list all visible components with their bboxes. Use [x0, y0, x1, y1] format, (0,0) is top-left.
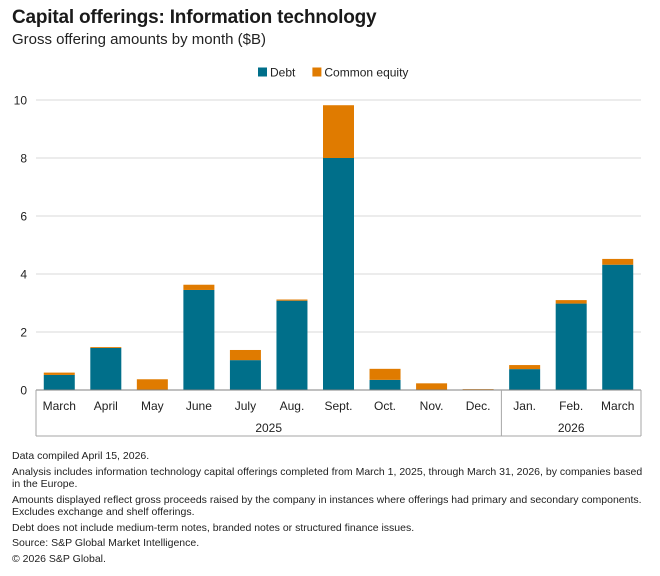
bar-debt	[229, 360, 261, 390]
bar-common-equity	[323, 105, 354, 158]
legend-swatch-debt	[258, 67, 267, 77]
y-tick-label: 6	[20, 210, 27, 224]
bar-debt	[90, 347, 122, 390]
stacked-bar-chart: Debt Common equity 0 2 4 6 8 10 March April May J…	[14, 66, 642, 437]
bar-common-equity	[43, 372, 75, 375]
bar-common-equity	[369, 368, 401, 380]
legend-swatch-common-equity	[312, 67, 322, 77]
x-axis: March April May June July Aug. Sept. Oct. Nov. De…	[35, 389, 642, 437]
bar-debt	[323, 158, 354, 390]
x-tick-label: Sept.	[324, 399, 352, 413]
x-tick-label: Aug.	[280, 399, 305, 413]
y-tick-label: 10	[14, 94, 28, 108]
x-tick-label: Feb.	[559, 399, 583, 413]
x-tick-label: Dec.	[466, 399, 491, 413]
note-amounts: Amounts displayed reflect gross proceeds…	[12, 493, 642, 518]
y-tick-label: 0	[20, 384, 27, 398]
bar-debt	[43, 374, 75, 390]
x-tick-label: March	[601, 399, 634, 413]
x-tick-label: Oct.	[374, 399, 396, 413]
year-group-label: 2025	[255, 421, 282, 435]
bar-common-equity	[416, 383, 448, 390]
bar-common-equity	[183, 284, 215, 290]
x-tick-label: Jan.	[513, 399, 536, 413]
bar-debt	[183, 289, 215, 390]
legend-label: Common equity	[324, 66, 408, 80]
chart-subtitle: Gross offering amounts by month ($B)	[12, 31, 267, 48]
footnotes: Data compiled April 15, 2026. Analysis i…	[12, 450, 652, 568]
x-tick-label: March	[43, 399, 76, 413]
bar-debt	[555, 303, 587, 390]
bar-debt	[509, 369, 541, 390]
x-tick-label: April	[94, 399, 118, 413]
y-tick-label: 2	[20, 326, 27, 340]
bar-debt	[369, 379, 401, 390]
note-analysis-scope: Analysis includes information technology…	[12, 465, 643, 490]
y-axis: 0 2 4 6 8 10	[14, 94, 28, 398]
year-group-label: 2026	[558, 421, 585, 435]
chart-title: Capital offerings: Information technolog…	[12, 7, 377, 28]
note-copyright: © 2026 S&P Global.	[12, 552, 106, 565]
bar-common-equity	[555, 300, 587, 304]
bar-debt	[276, 300, 308, 390]
legend: Debt Common equity	[258, 66, 408, 80]
note-data-compiled: Data compiled April 15, 2026.	[12, 450, 150, 462]
note-source: Source: S&P Global Market Intelligence.	[12, 537, 200, 550]
bar-common-equity	[602, 258, 634, 265]
bar-common-equity	[276, 299, 308, 301]
x-tick-label: June	[186, 399, 212, 413]
bar-common-equity	[136, 379, 168, 390]
bar-common-equity	[509, 365, 541, 370]
x-tick-label: July	[235, 399, 256, 413]
bars	[43, 105, 634, 390]
bar-debt	[602, 264, 634, 390]
y-tick-label: 8	[20, 152, 27, 166]
bar-common-equity	[229, 349, 261, 361]
x-tick-label: May	[141, 399, 164, 413]
note-debt-exclusions: Debt does not include medium-term notes,…	[12, 521, 415, 534]
y-tick-label: 4	[20, 268, 27, 282]
legend-label: Debt	[270, 66, 296, 80]
x-tick-label: Nov.	[420, 399, 444, 413]
bar-common-equity	[90, 347, 122, 348]
